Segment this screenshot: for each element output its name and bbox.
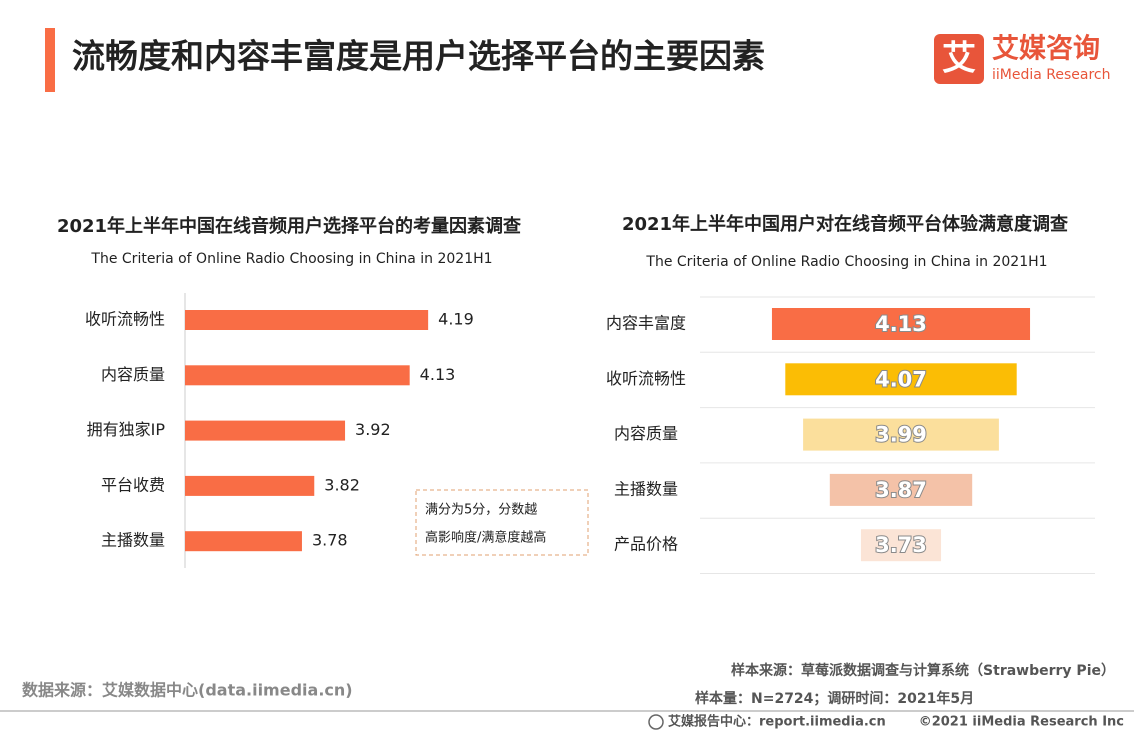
logo-name: 艾媒咨询: [992, 33, 1100, 65]
globe-icon: [648, 714, 664, 730]
value-label: 3.82: [324, 475, 360, 494]
copyright: ©2021 iiMedia Research Inc: [919, 715, 1124, 730]
category-label: 内容质量: [101, 365, 165, 384]
title-accent: [45, 28, 55, 92]
value-label: 4.07: [875, 367, 927, 391]
note-box: [415, 489, 589, 556]
category-label: 收听流畅性: [606, 369, 686, 388]
value-label: 4.13: [420, 365, 456, 384]
value-label: 3.99: [875, 423, 927, 447]
page-title: 流畅度和内容丰富度是用户选择平台的主要因素: [72, 37, 765, 76]
logo-mark: 艾: [942, 39, 976, 79]
note-text: 满分为5分，分数越: [425, 503, 537, 518]
value-label: 4.13: [875, 312, 927, 336]
bar: [829, 473, 973, 506]
note-text: 高影响度/满意度越高: [425, 530, 546, 546]
category-label: 拥有独家IP: [87, 420, 166, 439]
chart-title: 2021年上半年中国在线音频用户选择平台的考量因素调查: [57, 215, 521, 237]
logo-en: iiMedia Research: [992, 67, 1111, 83]
logo-box: [934, 34, 984, 84]
value-label: 3.87: [875, 478, 927, 502]
chart-subtitle: The Criteria of Online Radio Choosing in…: [645, 254, 1047, 270]
bar: [860, 529, 942, 562]
category-label: 内容质量: [614, 424, 678, 443]
category-label: 收听流畅性: [85, 310, 165, 329]
bar: [803, 418, 999, 451]
category-label: 平台收费: [101, 475, 165, 494]
category-label: 产品价格: [614, 535, 678, 554]
source: 数据来源：艾媒数据中心(data.iimedia.cn): [22, 681, 353, 700]
bar: [185, 310, 429, 330]
bar: [185, 420, 346, 441]
category-label: 主播数量: [614, 479, 678, 498]
value-label: 3.73: [875, 533, 927, 557]
bar: [185, 531, 302, 552]
category-label: 主播数量: [101, 531, 165, 550]
bar: [785, 363, 1017, 396]
sample-size: 样本量：N=2724；调研时间：2021年5月: [695, 690, 974, 707]
sample-source: 样本来源：草莓派数据调查与计算系统（Strawberry Pie）: [731, 662, 1115, 679]
bar: [771, 308, 1031, 340]
report-center: 艾媒报告中心：report.iimedia.cn: [668, 714, 886, 730]
chart-title: 2021年上半年中国用户对在线音频平台体验满意度调查: [622, 213, 1068, 235]
value-label: 4.19: [438, 310, 474, 329]
value-label: 3.92: [355, 420, 391, 439]
value-label: 3.78: [312, 531, 348, 550]
bar: [185, 365, 410, 386]
bar: [185, 475, 315, 496]
category-label: 内容丰富度: [606, 314, 686, 333]
chart-subtitle: The Criteria of Online Radio Choosing in…: [90, 251, 492, 267]
